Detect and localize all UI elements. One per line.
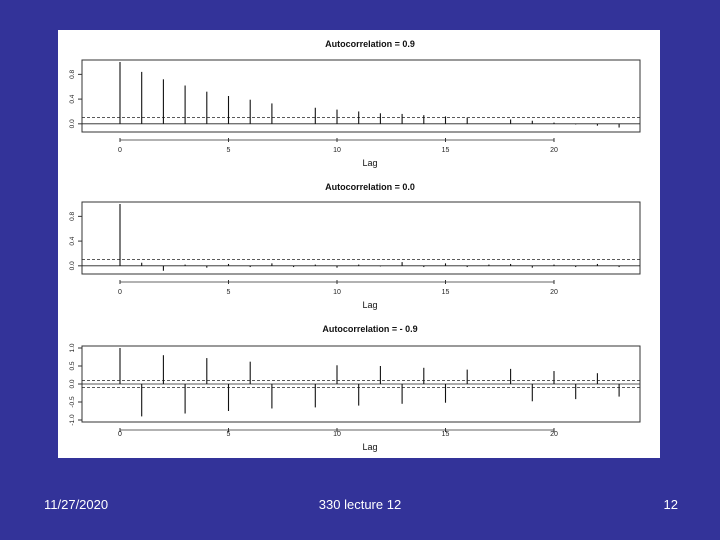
xtick-label-0-1: 5 — [227, 147, 231, 154]
x-axis-label-2: Lag — [362, 442, 377, 452]
xtick-label-2-2: 10 — [333, 431, 341, 438]
xtick-label-1-4: 20 — [550, 289, 558, 296]
x-axis-label-1: Lag — [362, 300, 377, 310]
xtick-label-1-3: 15 — [442, 289, 450, 296]
chart-title-0: Autocorrelation = 0.9 — [325, 39, 415, 49]
plot-frame-1 — [81, 201, 641, 275]
xtick-label-2-3: 15 — [442, 431, 450, 438]
xtick-label-1-2: 10 — [333, 289, 341, 296]
ytick-label-0-2: 0.8 — [69, 69, 76, 78]
ytick-label-2-3: 0.5 — [69, 361, 76, 370]
ytick-label-2-4: 1.0 — [69, 343, 76, 352]
xtick-label-2-1: 5 — [227, 431, 231, 438]
chart-title-1: Autocorrelation = 0.0 — [325, 182, 415, 192]
ytick-label-1-0: 0.0 — [69, 261, 76, 270]
chart-title-2: Autocorrelation = - 0.9 — [322, 324, 417, 334]
xtick-label-0-3: 15 — [442, 147, 450, 154]
ytick-label-2-1: -0.5 — [69, 396, 76, 408]
xtick-label-1-1: 5 — [227, 289, 231, 296]
acf-charts-svg: Autocorrelation = 0.9 0.0 0.4 0.8 0 5 10 15 20 La… — [69, 39, 641, 452]
slide-date: 11/27/2020 — [44, 497, 109, 512]
slide-page-number: 12 — [663, 497, 678, 512]
ytick-label-2-0: -1.0 — [69, 414, 76, 426]
xtick-label-0-0: 0 — [118, 147, 122, 154]
plot-frame-0 — [81, 59, 641, 133]
xtick-label-2-0: 0 — [118, 431, 122, 438]
xtick-label-1-0: 0 — [118, 289, 122, 296]
ytick-label-1-1: 0.4 — [69, 236, 76, 245]
x-axis-label-0: Lag — [362, 158, 377, 168]
ytick-label-1-2: 0.8 — [69, 211, 76, 220]
xtick-label-0-4: 20 — [550, 147, 558, 154]
slide-footer-title: 330 lecture 12 — [318, 497, 402, 512]
xtick-label-2-4: 20 — [550, 431, 558, 438]
ytick-label-0-0: 0.0 — [69, 119, 76, 128]
ytick-label-0-1: 0.4 — [69, 94, 76, 103]
xtick-label-0-2: 10 — [333, 147, 341, 154]
acf-figure: Autocorrelation = 0.9 0.0 0.4 0.8 0 5 10 15 20 La… — [58, 30, 660, 458]
ytick-label-2-2: 0.0 — [69, 379, 76, 388]
